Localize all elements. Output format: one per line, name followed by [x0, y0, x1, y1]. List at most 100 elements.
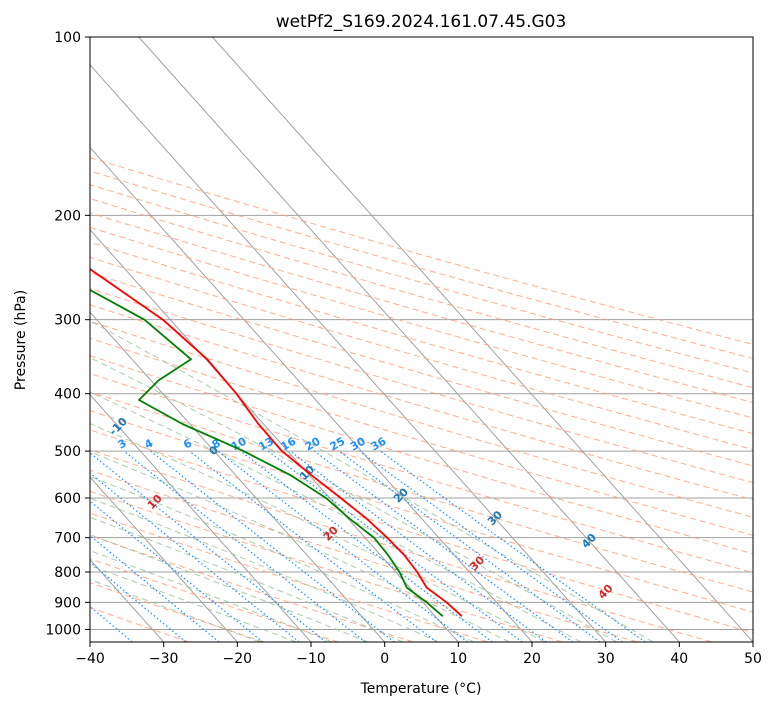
x-axis-ticks: −40 −30 −20 −10 0 10 20 30 40 50 — [75, 642, 762, 667]
dry-adiabat-line — [90, 372, 753, 574]
mixing-ratio-label: 3 — [116, 437, 129, 452]
mixing-ratio-label: 2 — [79, 437, 92, 452]
x-tick-label: −20 — [223, 651, 253, 667]
plot-frame — [89, 36, 754, 643]
dry-adiabat-line — [90, 241, 753, 435]
mixing-ratio-label: 4 — [142, 436, 155, 451]
y-tick-label: 500 — [54, 444, 81, 460]
mixing-ratio-line — [90, 534, 220, 642]
adiabat-labels: 0.10.20.40.611.52346810131620253036-100-… — [12, 391, 616, 602]
isotherm-line — [90, 146, 533, 642]
dewpoint-profile-line — [90, 288, 444, 617]
dry-adiabat-line — [90, 355, 753, 555]
moist-adiabat-line — [90, 320, 654, 642]
dry-adiabat-line — [90, 212, 753, 404]
dry-adiabat-line — [90, 320, 753, 518]
dry-adiabat-line — [90, 337, 753, 536]
mixing-ratio-line — [90, 500, 264, 642]
isotherm-line — [138, 37, 680, 642]
mixing-ratio-line — [217, 450, 468, 642]
y-tick-label: 800 — [54, 565, 81, 581]
isotherm-line — [90, 64, 607, 642]
y-tick-label: 600 — [54, 491, 81, 507]
dry-adiabat-line — [90, 198, 753, 389]
moist-adiabat-label: 40 — [596, 581, 616, 601]
mixing-ratio-line — [338, 450, 601, 642]
isotherm-line — [90, 229, 459, 642]
y-tick-label: 900 — [54, 595, 81, 611]
dry-adiabat-line — [90, 304, 753, 501]
profile-lines — [90, 267, 463, 617]
x-tick-label: −10 — [296, 651, 326, 667]
x-tick-label: −30 — [149, 651, 179, 667]
moist-adiabat-line — [90, 356, 617, 642]
mixing-ratio-line — [379, 450, 646, 642]
mixing-ratio-line — [90, 561, 187, 642]
x-axis-title: Temperature (°C) — [360, 681, 482, 697]
moist-adiabat-line — [90, 391, 582, 642]
y-tick-label: 400 — [54, 387, 81, 403]
moist-adiabat-line — [90, 423, 546, 642]
dry-adiabat-line — [90, 170, 753, 360]
isotherm-line — [90, 476, 238, 642]
dry-adiabat-line — [90, 410, 753, 613]
mixing-ratio-label: 1 — [21, 437, 34, 452]
isotherm-line — [90, 311, 386, 642]
x-tick-label: 0 — [380, 651, 389, 667]
dry-adiabat-line — [90, 558, 339, 642]
dry-adiabat-line — [90, 256, 753, 451]
y-axis-ticks: 100 200 300 400 500 600 700 800 900 1000 — [45, 30, 90, 638]
x-tick-label: 20 — [523, 651, 541, 667]
moist-adiabat-label: 20 — [321, 523, 341, 543]
y-tick-label: 200 — [54, 208, 81, 224]
dry-adiabat-line — [90, 226, 753, 419]
mixing-ratio-line — [359, 450, 623, 642]
mixing-ratio-line — [123, 450, 366, 642]
y-tick-label: 1000 — [45, 622, 81, 638]
dry-adiabat-line — [90, 184, 753, 374]
isotherm-line — [90, 393, 312, 642]
temperature-profile-line — [90, 267, 463, 617]
mixing-ratio-line — [289, 450, 547, 642]
background-grid — [90, 37, 753, 642]
mixing-ratio-label: 6 — [181, 436, 194, 451]
y-tick-label: 100 — [54, 30, 81, 46]
x-tick-label: 30 — [597, 651, 615, 667]
mixing-ratio-line — [314, 450, 574, 642]
isotherm-line — [212, 37, 753, 642]
y-tick-label: 700 — [54, 531, 81, 547]
dry-adiabat-line — [90, 469, 638, 642]
moist-adiabat-line — [90, 579, 261, 642]
mixing-ratio-line — [90, 452, 327, 642]
dry-adiabat-line — [90, 535, 414, 642]
x-tick-label: 50 — [744, 651, 762, 667]
dry-adiabat-label: -10 — [107, 415, 130, 438]
dry-adiabat-line — [90, 512, 488, 642]
moist-adiabat-line — [90, 451, 510, 642]
dry-adiabat-line — [90, 391, 753, 593]
dry-adiabat-line — [90, 490, 563, 642]
chart-title: wetPf2_S169.2024.161.07.45.G03 — [276, 12, 567, 32]
y-axis-title: Pressure (hPa) — [13, 290, 29, 390]
moist-adiabat-line — [90, 565, 297, 642]
dry-adiabat-line — [90, 429, 753, 634]
dry-adiabat-line — [90, 157, 753, 345]
moist-adiabat-line — [90, 516, 404, 642]
x-tick-label: 40 — [670, 651, 688, 667]
mixing-ratio-line — [90, 472, 300, 642]
dry-adiabat-line — [90, 272, 753, 467]
y-tick-label: 300 — [54, 313, 81, 329]
mixing-ratio-line — [189, 450, 437, 642]
moist-adiabat-label: 10 — [145, 492, 165, 512]
moist-adiabat-line — [90, 475, 475, 642]
x-tick-label: 10 — [449, 651, 467, 667]
mixing-ratio-line — [240, 450, 493, 642]
dry-adiabat-line — [90, 582, 264, 642]
dry-adiabat-label: -20 — [12, 391, 35, 414]
moist-adiabat-line — [90, 497, 439, 642]
mixing-ratio-line — [90, 605, 133, 642]
moist-adiabat-line — [90, 550, 333, 642]
dry-adiabat-line — [90, 449, 712, 642]
x-tick-label: −40 — [75, 651, 105, 667]
